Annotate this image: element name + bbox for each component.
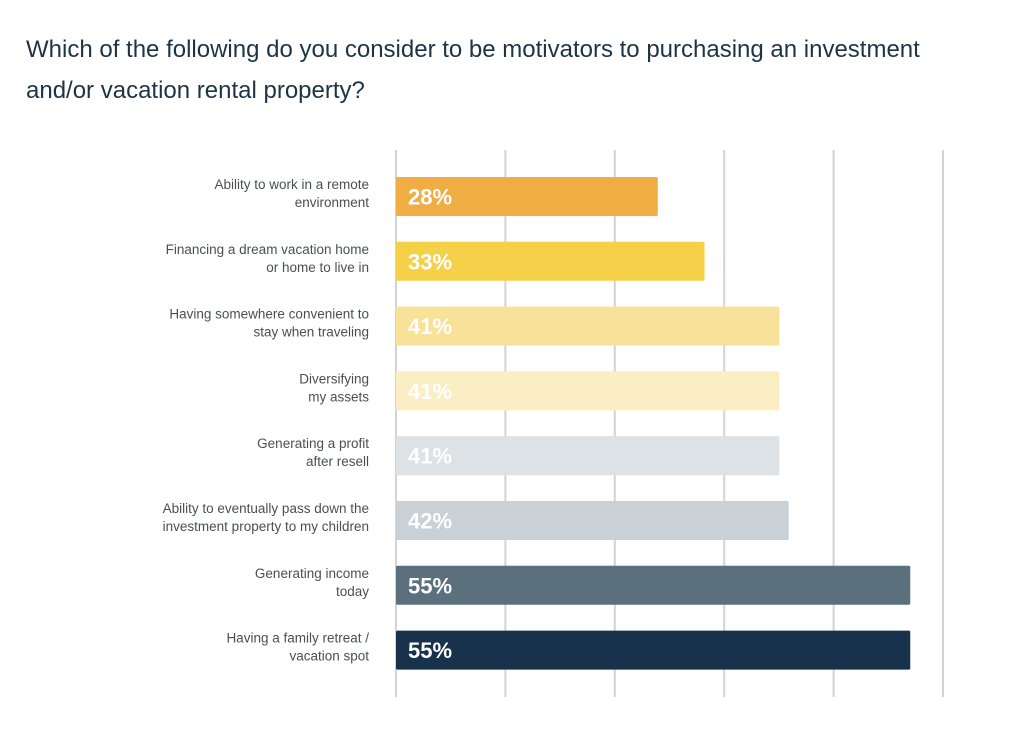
category-label: Generating a profit after resell [257,436,369,469]
bar-value-label: 42% [408,509,452,534]
bar-value-label: 55% [408,638,452,663]
category-labels: Ability to work in a remote environment Fi… [163,177,370,664]
bar-value-label: 33% [408,249,452,274]
chart-title: Which of the following do you consider t… [26,36,920,104]
gridlines [395,150,944,697]
bar [396,565,911,605]
category-label: Financing a dream vacation home or home t… [166,242,369,275]
category-label: Diversifying my assets [299,371,369,404]
category-label: Having a family retreat / vacation spot [226,631,369,664]
value-labels: 28% 33% 41% 41% 41% 42% 55% 55% [408,185,452,664]
category-label: Ability to work in a remote environment [214,177,369,210]
bar [396,501,789,540]
bar [396,436,780,476]
bar [396,306,780,346]
bar [396,177,658,216]
category-label: Having somewhere convenient to stay when … [169,307,369,340]
category-label: Generating income today [255,566,369,599]
bar [396,630,911,670]
bar-value-label: 41% [408,444,452,469]
bar-value-label: 55% [408,573,452,598]
bar [396,371,780,411]
category-label: Ability to eventually pass down the inves… [163,501,369,534]
bar [396,241,705,281]
bar-value-label: 41% [408,379,452,404]
bars [396,177,911,670]
bar-value-label: 28% [408,185,452,210]
bar-value-label: 41% [408,314,452,339]
